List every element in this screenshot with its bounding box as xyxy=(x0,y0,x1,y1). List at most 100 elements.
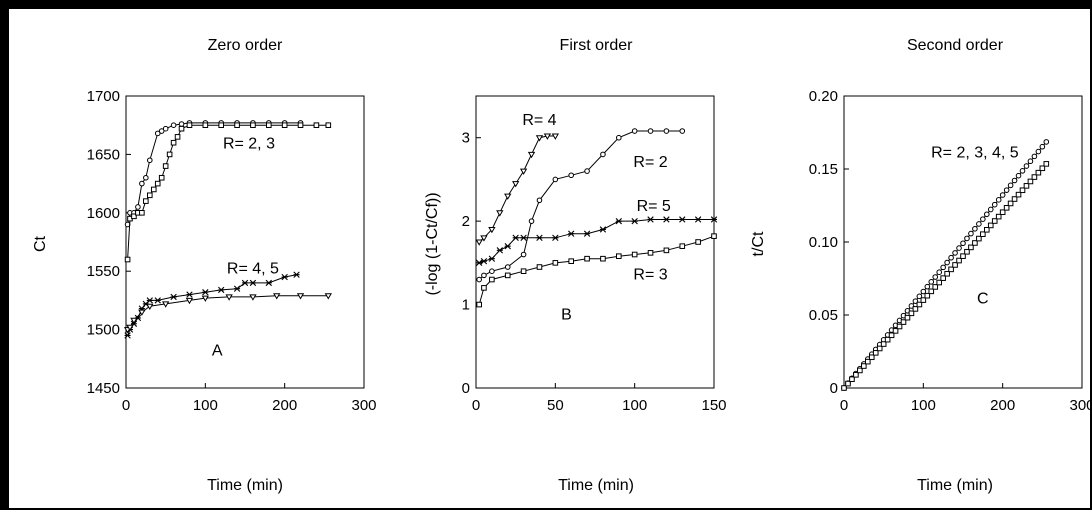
panel-b-series xyxy=(475,128,718,308)
data-point xyxy=(504,193,512,200)
data-point xyxy=(154,297,161,304)
annotation-label: R= 2, 3, 4, 5 xyxy=(931,144,1019,161)
data-point xyxy=(131,213,137,220)
data-point xyxy=(146,303,154,311)
data-point xyxy=(936,279,943,286)
data-point xyxy=(1035,148,1042,155)
data-point xyxy=(583,230,591,237)
data-point xyxy=(904,314,911,321)
data-point xyxy=(976,235,982,242)
data-point xyxy=(872,350,879,356)
data-point xyxy=(841,385,847,391)
data-point xyxy=(980,216,986,222)
data-point xyxy=(249,294,257,301)
data-point xyxy=(932,284,939,290)
data-point xyxy=(960,240,966,247)
data-point xyxy=(496,210,504,217)
data-point xyxy=(186,122,193,129)
data-point xyxy=(679,216,686,223)
data-point xyxy=(916,301,923,308)
annotation-label: R= 4, 5 xyxy=(227,261,279,278)
data-point xyxy=(861,363,867,369)
data-point xyxy=(865,358,871,365)
panel-b-xlabel: Time (min) xyxy=(558,477,634,494)
x-tick-label: 100 xyxy=(622,397,647,414)
data-point xyxy=(135,204,141,210)
data-point xyxy=(201,295,210,302)
data-point xyxy=(976,221,982,227)
data-point xyxy=(296,293,305,300)
data-point xyxy=(1031,174,1038,180)
data-point xyxy=(178,121,185,127)
data-point xyxy=(972,240,978,246)
data-point xyxy=(126,324,134,332)
x-tick-label: 300 xyxy=(1069,397,1092,414)
data-point xyxy=(956,257,962,264)
data-point xyxy=(960,253,966,259)
panel-c-xlabel: Time (min) xyxy=(917,477,993,494)
data-point xyxy=(158,128,165,134)
data-point xyxy=(1019,168,1026,174)
data-point xyxy=(615,217,622,225)
data-point xyxy=(1043,139,1050,145)
data-point xyxy=(932,274,939,280)
data-point xyxy=(956,245,962,251)
data-point xyxy=(480,235,488,242)
data-point xyxy=(488,226,496,234)
data-point xyxy=(711,233,717,239)
data-point xyxy=(265,279,272,287)
data-point xyxy=(504,242,511,250)
data-point xyxy=(952,250,958,256)
data-point xyxy=(584,255,590,262)
panel-c: Second order 0 100 200 300 0 0.05 0.10 0.15 0.20… xyxy=(750,37,1092,494)
panel-b-ylabel: (-log (1-Ct/Cf)) xyxy=(424,192,441,295)
data-point xyxy=(170,293,177,301)
data-point xyxy=(568,258,575,264)
data-point xyxy=(481,285,487,291)
x-tick-label: 0 xyxy=(122,397,130,414)
data-point xyxy=(944,270,950,277)
annotation-label: R= 4 xyxy=(522,112,556,129)
data-point xyxy=(143,198,149,204)
data-point xyxy=(916,293,923,300)
data-point xyxy=(1039,143,1046,150)
data-point xyxy=(849,376,855,383)
data-point xyxy=(552,234,559,242)
data-point xyxy=(476,276,482,283)
data-point xyxy=(1043,161,1050,167)
data-point xyxy=(281,273,288,281)
data-point xyxy=(535,135,544,142)
data-point xyxy=(158,174,165,181)
annotation-label: A xyxy=(212,342,223,359)
data-point xyxy=(1015,191,1022,198)
panel-b-ticks: 0 50 100 150 0 1 2 3 xyxy=(462,130,727,414)
panel-c-annotations: R= 2, 3, 4, 5 C xyxy=(931,144,1019,307)
data-point xyxy=(185,297,194,305)
data-point xyxy=(552,260,559,266)
series-line xyxy=(478,130,683,280)
panel-a-series xyxy=(123,120,332,339)
panel-a-annotations: R= 2, 3 R= 4, 5 A xyxy=(212,136,279,360)
panel-a-plot-area xyxy=(125,95,365,389)
annotation-label: R= 3 xyxy=(633,267,667,284)
data-point xyxy=(908,303,915,309)
y-tick-label: 1 xyxy=(462,297,470,314)
data-point xyxy=(880,341,887,347)
y-tick-label: 1500 xyxy=(87,322,120,339)
data-point xyxy=(174,134,181,140)
data-point xyxy=(536,264,543,270)
data-point xyxy=(520,251,527,258)
series-line xyxy=(479,219,714,264)
data-point xyxy=(868,354,875,361)
data-point xyxy=(857,367,863,374)
data-point xyxy=(679,243,686,249)
data-point xyxy=(234,122,240,129)
data-point xyxy=(631,217,638,225)
y-tick-label: 0.15 xyxy=(809,161,838,178)
data-point xyxy=(218,122,224,129)
data-point xyxy=(504,272,511,279)
data-point xyxy=(170,122,177,128)
data-point xyxy=(694,216,702,223)
data-point xyxy=(154,180,161,187)
series-line xyxy=(478,135,556,243)
